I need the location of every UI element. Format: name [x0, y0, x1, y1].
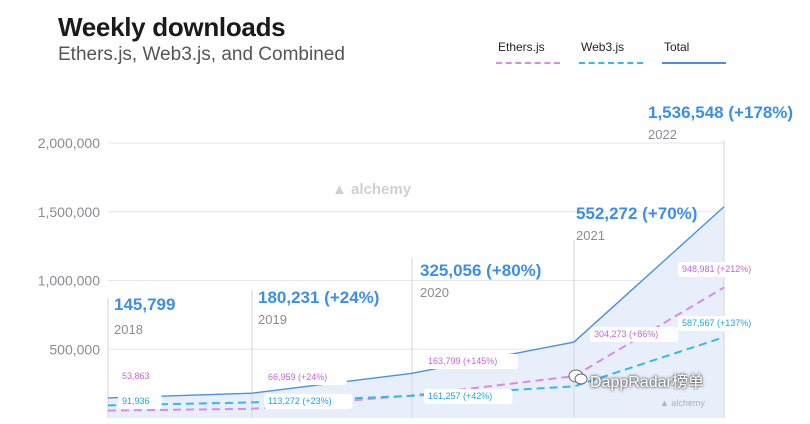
- total-label: 325,056 (+80%): [420, 261, 541, 280]
- year-label: 2018: [114, 322, 143, 337]
- web3-data-label: 161,257 (+42%): [428, 391, 492, 401]
- web3-data-label-bg: [678, 316, 772, 331]
- legend-ethers: Ethers.js: [498, 40, 545, 54]
- web3-data-label: 113,272 (+23%): [268, 396, 332, 406]
- ethers-data-label: 53,863: [122, 371, 150, 381]
- series-line-total: [107, 206, 725, 399]
- web3-data-label-bg: [264, 394, 353, 409]
- ethers-data-label: 948,981 (+212%): [682, 264, 751, 274]
- ethers-data-label-bg: [264, 370, 347, 385]
- y-tick-label: 1,500,000: [38, 204, 100, 220]
- ethers-data-label-bg: [678, 262, 772, 277]
- ethers-data-label: 163,799 (+145%): [428, 356, 497, 366]
- brand-watermark: ▲ alchemy: [332, 181, 412, 198]
- ethers-data-label-bg: [424, 354, 518, 369]
- brand-watermark-small: ▲ alchemy: [660, 398, 705, 408]
- wechat-icon: [568, 369, 588, 385]
- total-label: 1,536,548 (+178%): [648, 103, 793, 122]
- web3-data-label: 91,936: [122, 396, 150, 406]
- year-label: 2022: [648, 127, 677, 142]
- watermark: DappRadar榜单: [590, 374, 704, 391]
- legend-total-line: [662, 62, 726, 64]
- legend-ethers-line: [496, 62, 560, 64]
- web3-data-label: 587,567 (+137%): [682, 318, 751, 328]
- total-area: [108, 206, 724, 418]
- legend-web3-line: [579, 62, 643, 64]
- ethers-data-label: 66,959 (+24%): [268, 372, 327, 382]
- web3-data-label-bg: [118, 394, 162, 409]
- total-label: 180,231 (+24%): [258, 288, 379, 307]
- legend-web3: Web3.js: [581, 40, 625, 54]
- y-tick-label: 500,000: [49, 341, 100, 357]
- total-label: 552,272 (+70%): [576, 204, 697, 223]
- year-label: 2021: [576, 228, 605, 243]
- ethers-data-label: 304,273 (+86%): [594, 329, 658, 339]
- total-label: 145,799: [114, 295, 175, 314]
- legend-total: Total: [664, 40, 690, 54]
- ethers-data-label-bg: [590, 327, 679, 342]
- series-line-web3: [107, 336, 725, 407]
- year-label: 2019: [258, 312, 287, 327]
- ethers-data-label-bg: [118, 369, 162, 384]
- year-label: 2020: [420, 285, 449, 300]
- y-tick-label: 2,000,000: [38, 135, 100, 151]
- chart-title: Weekly downloads: [58, 12, 286, 42]
- y-tick-label: 1,000,000: [38, 273, 100, 289]
- web3-data-label-bg: [424, 389, 513, 404]
- chart-subtitle: Ethers.js, Web3.js, and Combined: [58, 44, 345, 65]
